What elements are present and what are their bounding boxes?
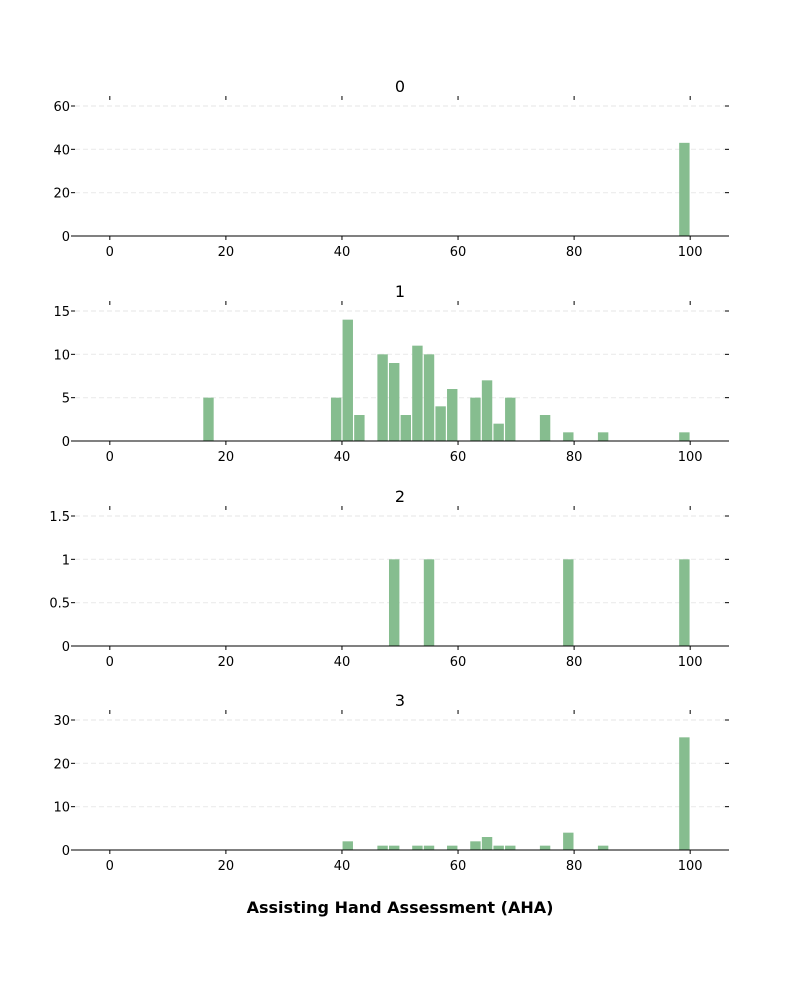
histogram-bar xyxy=(388,845,400,850)
histogram-bar xyxy=(470,841,481,850)
histogram-bar xyxy=(423,559,435,646)
x-tick-label: 20 xyxy=(218,450,235,465)
histogram-bar xyxy=(563,832,574,850)
histogram-bar xyxy=(354,415,365,441)
x-tick-label: 80 xyxy=(566,859,583,874)
histogram-bar xyxy=(539,415,551,441)
histogram-bar xyxy=(505,845,516,850)
histogram-bar xyxy=(412,345,423,441)
panel-2: 200.511.50 20 40 60 80 100 xyxy=(49,487,729,670)
histogram-bar xyxy=(597,845,609,850)
x-tick-label: 40 xyxy=(334,245,351,260)
panel-0: 0 0 20 40 60 0 20 40 60 80 100 xyxy=(53,77,729,260)
x-tick-label: 80 xyxy=(566,450,583,465)
histogram-bar xyxy=(342,841,353,850)
histogram-bar xyxy=(447,389,458,441)
x-tick-label: 100 xyxy=(678,859,703,874)
x-tick-label: 100 xyxy=(678,245,703,260)
histogram-bar xyxy=(377,354,388,441)
x-tick-label: 60 xyxy=(450,245,467,260)
y-tick-label: 15 xyxy=(53,305,70,320)
x-tick-label: 60 xyxy=(450,859,467,874)
histogram-bar xyxy=(388,363,400,441)
histogram-bar xyxy=(679,142,690,236)
x-tick-label: 0 xyxy=(106,450,114,465)
histogram-bar xyxy=(481,380,493,441)
histogram-bar xyxy=(563,432,574,441)
histogram-bar xyxy=(679,432,690,441)
x-tick-label: 0 xyxy=(106,245,114,260)
histogram-bar xyxy=(447,845,458,850)
histogram-bar xyxy=(597,432,609,441)
y-tick-label: 10 xyxy=(53,801,70,816)
y-tick-label: 0 xyxy=(62,640,70,655)
x-tick-label: 0 xyxy=(106,859,114,874)
x-tick-label: 20 xyxy=(218,655,235,670)
histogram-bar xyxy=(435,406,446,441)
histogram-bar xyxy=(342,319,353,441)
panel-title: 1 xyxy=(395,282,405,301)
x-tick-label: 40 xyxy=(334,859,351,874)
histogram-bar xyxy=(493,423,504,441)
y-tick-label: 5 xyxy=(62,392,70,407)
x-tick-label: 20 xyxy=(218,245,235,260)
y-tick-label: 1.5 xyxy=(49,510,70,525)
x-tick-label: 20 xyxy=(218,859,235,874)
histogram-bar xyxy=(679,559,690,646)
panel-title: 0 xyxy=(395,77,405,96)
histogram-bar xyxy=(563,559,574,646)
y-tick-label: 60 xyxy=(53,100,70,115)
x-tick-label: 80 xyxy=(566,655,583,670)
histogram-bar xyxy=(330,397,342,441)
y-tick-label: 20 xyxy=(53,187,70,202)
y-tick-label: 1 xyxy=(62,553,70,568)
x-tick-label: 80 xyxy=(566,245,583,260)
x-tick-label: 40 xyxy=(334,655,351,670)
histogram-bar xyxy=(493,845,504,850)
y-tick-label: 0 xyxy=(62,844,70,859)
histogram-bar xyxy=(423,354,435,441)
histogram-bar xyxy=(203,397,214,441)
x-axis-label: Assisting Hand Assessment (AHA) xyxy=(246,898,554,917)
histogram-bar xyxy=(679,737,690,850)
y-tick-label: 0 xyxy=(62,230,70,245)
y-tick-label: 40 xyxy=(53,143,70,158)
x-tick-label: 0 xyxy=(106,655,114,670)
histogram-bar xyxy=(388,559,400,646)
histogram-bar xyxy=(423,845,435,850)
y-tick-label: 30 xyxy=(53,714,70,729)
x-tick-label: 60 xyxy=(450,655,467,670)
y-tick-label: 20 xyxy=(53,757,70,772)
histogram-bar xyxy=(377,845,388,850)
panel-title: 2 xyxy=(395,487,405,506)
y-tick-label: 0.5 xyxy=(49,597,70,612)
panel-title: 3 xyxy=(395,691,405,710)
y-tick-label: 10 xyxy=(53,348,70,363)
y-tick-label: 0 xyxy=(62,435,70,450)
histogram-bar xyxy=(539,845,551,850)
x-tick-label: 40 xyxy=(334,450,351,465)
histogram-bar xyxy=(505,397,516,441)
histogram-bar xyxy=(470,397,481,441)
histogram-bar xyxy=(481,837,493,850)
histogram-bar xyxy=(400,415,412,441)
histogram-bar xyxy=(412,845,423,850)
x-tick-label: 100 xyxy=(678,655,703,670)
x-tick-label: 60 xyxy=(450,450,467,465)
x-tick-label: 100 xyxy=(678,450,703,465)
